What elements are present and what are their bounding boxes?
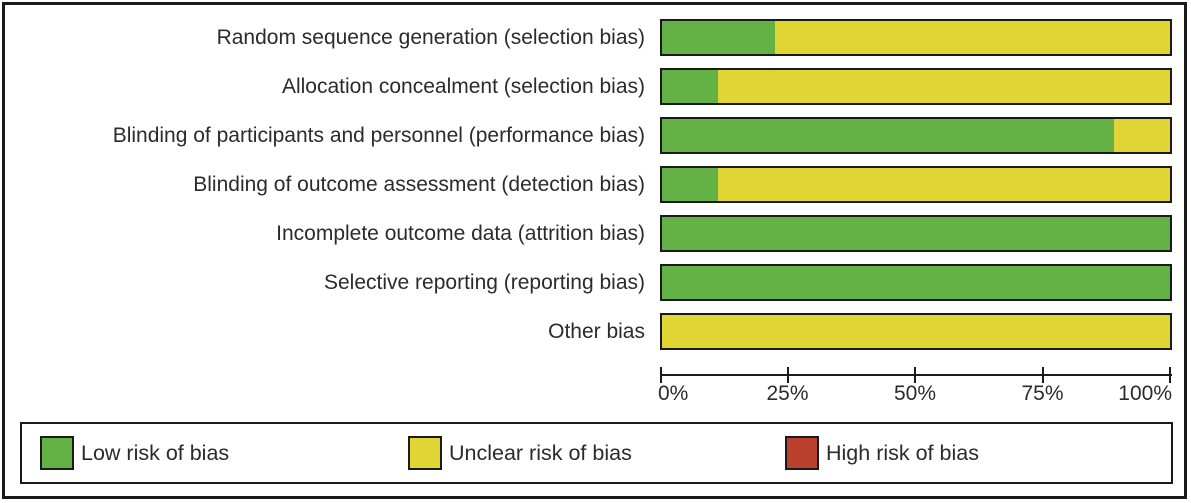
axis-tick-label: 75% bbox=[1021, 382, 1064, 405]
bar-row bbox=[660, 68, 1172, 105]
category-label: Blinding of participants and personnel (… bbox=[112, 124, 645, 147]
bar-row bbox=[660, 166, 1172, 203]
bar-segment-low bbox=[662, 119, 1114, 152]
legend-swatch-icon bbox=[785, 436, 819, 470]
legend-entry-high: High risk of bias bbox=[785, 424, 979, 482]
bar-segment-low bbox=[662, 168, 719, 201]
category-label: Blinding of outcome assessment (detectio… bbox=[193, 173, 645, 196]
legend-swatch-icon bbox=[408, 436, 442, 470]
bar-segment-low bbox=[662, 217, 1170, 250]
axis-tick-label: 0% bbox=[658, 382, 689, 405]
bar-segment-unclear bbox=[718, 70, 1170, 103]
legend: Low risk of bias Unclear risk of bias High… bbox=[20, 422, 1173, 484]
bar-row bbox=[660, 19, 1172, 56]
bar-segment-unclear bbox=[1113, 119, 1170, 152]
axis-tick bbox=[914, 367, 916, 383]
axis-tick bbox=[1041, 367, 1044, 383]
bar-segment-unclear bbox=[774, 21, 1170, 54]
axis-tick bbox=[786, 367, 789, 383]
legend-swatch-icon bbox=[40, 436, 74, 470]
bar-segment-low bbox=[662, 70, 719, 103]
legend-entry-low: Low risk of bias bbox=[40, 424, 229, 482]
bar-segment-low bbox=[662, 21, 775, 54]
x-axis-line bbox=[660, 374, 1172, 376]
legend-label: Unclear risk of bias bbox=[449, 440, 632, 465]
bar-segment-unclear bbox=[662, 315, 1170, 348]
legend-label: High risk of bias bbox=[826, 440, 979, 465]
axis-tick bbox=[1169, 367, 1171, 383]
bar-row bbox=[660, 313, 1172, 350]
category-label: Selective reporting (reporting bias) bbox=[324, 271, 645, 294]
category-label: Other bias bbox=[548, 320, 645, 343]
legend-entry-unclear: Unclear risk of bias bbox=[408, 424, 632, 482]
bar-segment-low bbox=[662, 266, 1170, 299]
bar-row bbox=[660, 264, 1172, 301]
axis-tick-label: 25% bbox=[766, 382, 809, 405]
bar-segment-unclear bbox=[718, 168, 1170, 201]
bar-row bbox=[660, 117, 1172, 154]
category-label: Random sequence generation (selection bi… bbox=[216, 26, 645, 49]
bar-row bbox=[660, 215, 1172, 252]
category-label: Incomplete outcome data (attrition bias) bbox=[276, 222, 645, 245]
legend-label: Low risk of bias bbox=[81, 440, 230, 465]
axis-tick-label: 100% bbox=[1118, 382, 1172, 405]
category-label: Allocation concealment (selection bias) bbox=[281, 75, 645, 98]
axis-tick bbox=[660, 367, 662, 383]
axis-tick-label: 50% bbox=[893, 382, 937, 405]
